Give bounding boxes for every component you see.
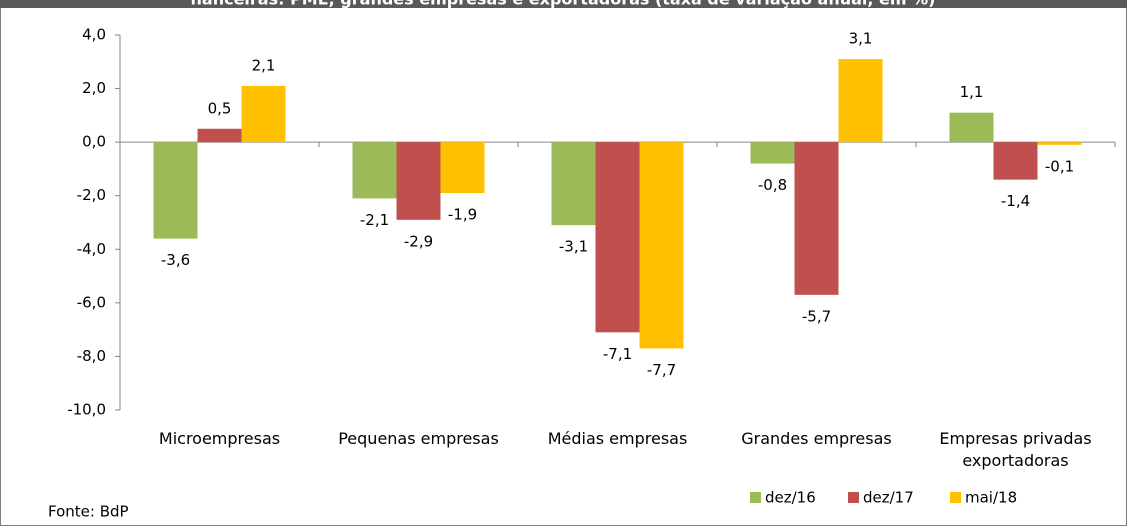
legend-swatch (848, 492, 859, 503)
legend-swatch (750, 492, 761, 503)
legend-label: dez/17 (863, 489, 914, 507)
x-tick-label: Pequenas empresas (338, 429, 499, 448)
data-label: -7,1 (603, 345, 632, 363)
bar (396, 142, 441, 220)
bar (750, 142, 795, 164)
data-label: -3,1 (559, 238, 588, 256)
chart-title: nanceiras: PME, grandes empresas e expor… (191, 0, 936, 9)
legend-swatch (950, 492, 961, 503)
y-tick-label: -4,0 (77, 240, 106, 258)
x-tick-label: Microempresas (158, 429, 281, 448)
y-tick-label: -2,0 (77, 186, 106, 204)
x-tick-label: Empresas privadas exportadoras (939, 429, 1092, 470)
data-label: -0,8 (758, 176, 787, 194)
bar (838, 59, 883, 143)
bar (551, 142, 596, 226)
y-tick-label: 0,0 (82, 133, 106, 151)
legend-label: mai/18 (965, 489, 1017, 507)
bar (794, 142, 839, 295)
data-label: -3,6 (161, 251, 190, 269)
y-tick-label: -8,0 (77, 347, 106, 365)
data-label: -0,1 (1045, 157, 1074, 175)
data-label: -5,7 (802, 307, 831, 325)
bar (639, 142, 684, 349)
bar (440, 142, 485, 194)
data-label: 1,1 (960, 83, 984, 101)
bar (352, 142, 397, 199)
bar (241, 85, 286, 143)
bar (993, 142, 1038, 180)
x-tick-label: Médias empresas (547, 429, 688, 448)
data-label: -7,7 (647, 361, 676, 379)
data-label: -2,1 (360, 211, 389, 229)
bar (197, 128, 242, 143)
y-tick-label: -6,0 (77, 293, 106, 311)
x-tick-label: Grandes empresas (741, 429, 892, 448)
bar (1037, 142, 1082, 145)
header-bar (0, 0, 1127, 8)
data-label: -1,4 (1001, 192, 1030, 210)
legend-label: dez/16 (765, 489, 816, 507)
bar (949, 112, 994, 143)
data-label: -2,9 (404, 232, 433, 250)
bar (595, 142, 640, 333)
data-label: 0,5 (208, 99, 232, 117)
data-label: 2,1 (252, 56, 276, 74)
y-tick-label: 4,0 (82, 26, 106, 44)
data-label: -1,9 (448, 206, 477, 224)
y-tick-label: 2,0 (82, 79, 106, 97)
bar (153, 142, 198, 239)
y-tick-label: -10,0 (67, 401, 106, 419)
source: Fonte: BdP (48, 503, 129, 521)
data-label: 3,1 (849, 30, 873, 48)
